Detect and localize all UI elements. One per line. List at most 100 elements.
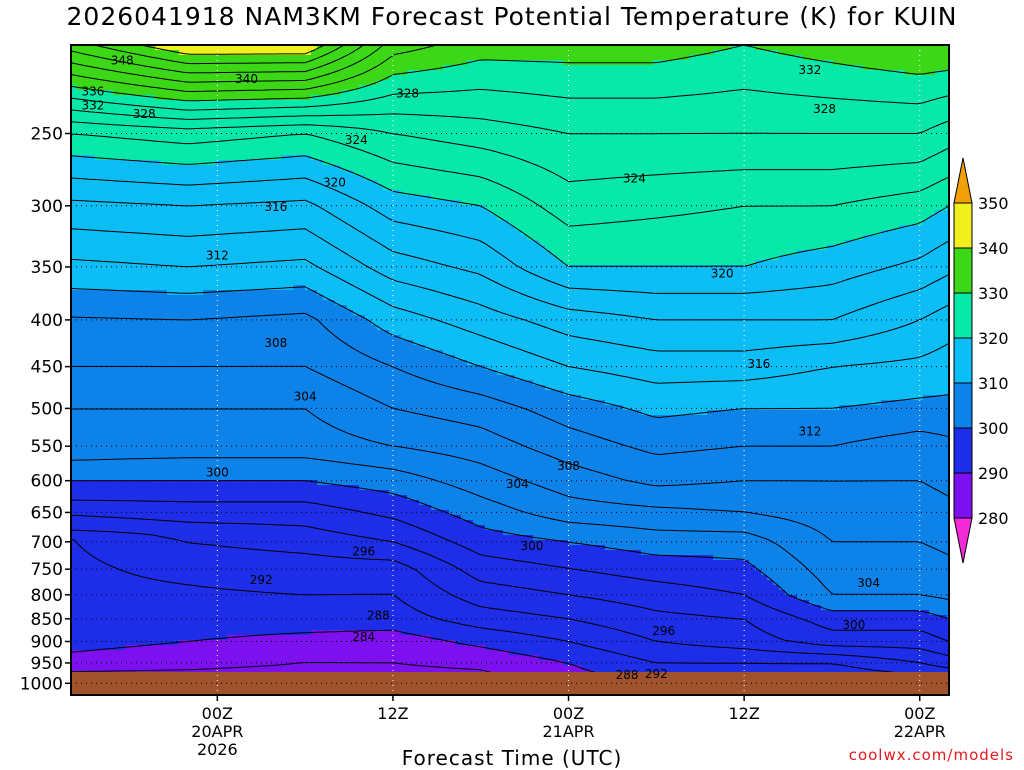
theta-fill-cell: [521, 190, 528, 196]
theta-fill-cell: [311, 130, 318, 136]
theta-fill-cell: [419, 180, 426, 186]
theta-fill-cell: [479, 205, 486, 211]
theta-fill-cell: [887, 125, 894, 131]
theta-fill-cell: [779, 70, 786, 76]
theta-fill-cell: [563, 140, 570, 146]
theta-fill-cell: [857, 100, 864, 106]
theta-fill-cell: [359, 170, 366, 176]
theta-fill-cell: [485, 160, 492, 166]
theta-fill-cell: [635, 185, 642, 191]
theta-fill-cell: [95, 195, 102, 201]
theta-fill-cell: [791, 175, 798, 181]
theta-fill-cell: [629, 135, 636, 141]
theta-fill-cell: [149, 200, 156, 206]
theta-fill-cell: [335, 185, 342, 191]
theta-fill-cell: [485, 115, 492, 121]
theta-fill-cell: [581, 190, 588, 196]
theta-fill-cell: [221, 155, 228, 161]
theta-fill-cell: [923, 55, 930, 61]
theta-fill-cell: [821, 125, 828, 131]
theta-fill-cell: [83, 50, 90, 56]
theta-fill-cell: [929, 90, 936, 96]
theta-fill-cell: [593, 150, 600, 156]
theta-fill-cell: [71, 100, 78, 106]
theta-fill-cell: [935, 125, 942, 131]
theta-fill-cell: [383, 160, 390, 166]
theta-fill-cell: [191, 145, 198, 151]
theta-fill-cell: [521, 140, 528, 146]
theta-fill-cell: [449, 205, 456, 211]
theta-fill-cell: [323, 125, 330, 131]
theta-fill-cell: [257, 85, 264, 91]
theta-fill-cell: [263, 70, 270, 76]
theta-fill-cell: [239, 45, 246, 51]
theta-fill-cell: [497, 155, 504, 161]
theta-fill-cell: [179, 185, 186, 191]
theta-fill-cell: [485, 80, 492, 86]
theta-fill-cell: [857, 80, 864, 86]
theta-fill-cell: [305, 60, 312, 66]
theta-fill-cell: [317, 120, 324, 126]
theta-fill-cell: [797, 75, 804, 81]
theta-fill-cell: [773, 80, 780, 86]
theta-fill-cell: [101, 170, 108, 176]
theta-fill-cell: [521, 165, 528, 171]
theta-fill-cell: [425, 180, 432, 186]
theta-fill-cell: [899, 120, 906, 126]
theta-fill-cell: [131, 130, 138, 136]
theta-fill-cell: [647, 170, 654, 176]
theta-fill-cell: [593, 140, 600, 146]
theta-fill-cell: [683, 185, 690, 191]
theta-fill-cell: [179, 165, 186, 171]
theta-fill-cell: [377, 155, 384, 161]
theta-fill-cell: [755, 55, 762, 61]
theta-fill-cell: [389, 120, 396, 126]
theta-fill-cell: [281, 125, 288, 131]
theta-fill-cell: [827, 45, 834, 51]
theta-fill-cell: [845, 160, 852, 166]
theta-fill-cell: [419, 200, 426, 206]
theta-fill-cell: [665, 60, 672, 66]
theta-fill-cell: [521, 105, 528, 111]
theta-fill-cell: [875, 160, 882, 166]
theta-fill-cell: [341, 95, 348, 101]
theta-fill-cell: [491, 190, 498, 196]
theta-fill-cell: [155, 145, 162, 151]
theta-fill-cell: [209, 180, 216, 186]
theta-fill-cell: [455, 80, 462, 86]
theta-fill-cell: [617, 155, 624, 161]
theta-fill-cell: [407, 205, 414, 211]
theta-fill-cell: [299, 55, 306, 61]
theta-fill-cell: [137, 160, 144, 166]
theta-fill-cell: [491, 210, 498, 216]
theta-fill-cell: [137, 70, 144, 76]
theta-fill-cell: [293, 85, 300, 91]
theta-fill-cell: [791, 70, 798, 76]
theta-fill-cell: [257, 75, 264, 81]
theta-fill-cell: [707, 190, 714, 196]
theta-fill-cell: [395, 85, 402, 91]
theta-fill-cell: [299, 205, 306, 211]
theta-fill-cell: [743, 205, 750, 211]
theta-fill-cell: [83, 95, 90, 101]
theta-fill-cell: [809, 100, 816, 106]
theta-fill-cell: [149, 175, 156, 181]
theta-fill-cell: [767, 75, 774, 81]
theta-fill-cell: [731, 120, 738, 126]
theta-fill-cell: [119, 170, 126, 176]
theta-fill-cell: [245, 195, 252, 201]
theta-fill-cell: [917, 180, 924, 186]
theta-fill-cell: [311, 90, 318, 96]
theta-fill-cell: [347, 70, 354, 76]
theta-fill-cell: [179, 135, 186, 141]
theta-fill-cell: [671, 130, 678, 136]
theta-fill-cell: [533, 120, 540, 126]
theta-fill-cell: [227, 75, 234, 81]
theta-fill-cell: [605, 205, 612, 211]
theta-fill-cell: [275, 145, 282, 151]
theta-fill-cell: [773, 175, 780, 181]
theta-fill-cell: [329, 125, 336, 131]
theta-fill-cell: [539, 115, 546, 121]
theta-fill-cell: [791, 140, 798, 146]
theta-fill-cell: [809, 180, 816, 186]
